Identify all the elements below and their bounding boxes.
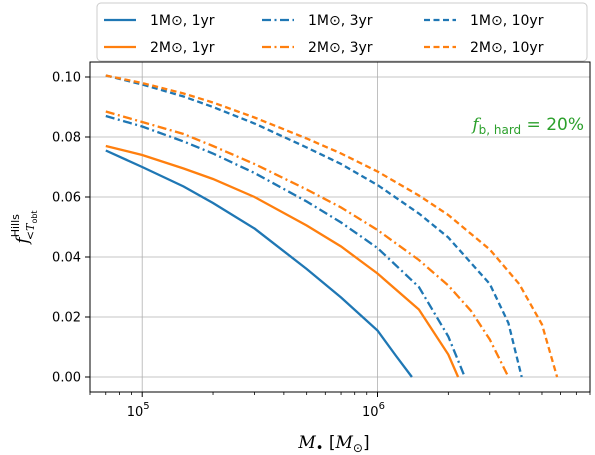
ticks: 0.00 0.02 0.04 0.06 0.08 0.10 105 106 [52,71,591,420]
legend-label: 2M⊙, 3yr [308,40,373,56]
series-line [105,74,559,378]
grid [90,62,590,392]
y-tick-label: 0.10 [52,71,81,86]
x-tick-label: 106 [362,401,385,420]
legend-label: 1M⊙, 3yr [308,13,373,29]
y-tick-label: 0.00 [52,371,81,386]
x-axis-label: M• [M⊙] [297,433,369,455]
legend-box [96,2,588,62]
legend-label: 1M⊙, 1yr [150,13,215,29]
annotation-fb-hard: fb, hard = 20% [470,115,584,137]
series-layer [105,74,559,378]
y-tick-label: 0.02 [52,311,81,326]
legend-label: 1M⊙, 10yr [470,13,544,29]
series-line [105,149,413,378]
plot-frame [89,61,591,393]
y-axis-label: fHills <Tobt [9,210,39,245]
legend-label: 2M⊙, 10yr [470,40,544,56]
y-tick-label: 0.04 [52,251,81,266]
x-tick-label: 105 [127,401,150,420]
series-line [105,144,460,378]
y-tick-label: 0.06 [52,191,81,206]
series-line [105,114,466,378]
series-line [105,74,523,378]
y-tick-label: 0.08 [52,131,81,146]
legend: 1M⊙, 1yr 2M⊙, 1yr 1M⊙, 3yr 2M⊙, 3yr 1M⊙, 10y… [96,2,588,62]
legend-label: 2M⊙, 1yr [150,40,215,56]
series-line [105,110,510,378]
